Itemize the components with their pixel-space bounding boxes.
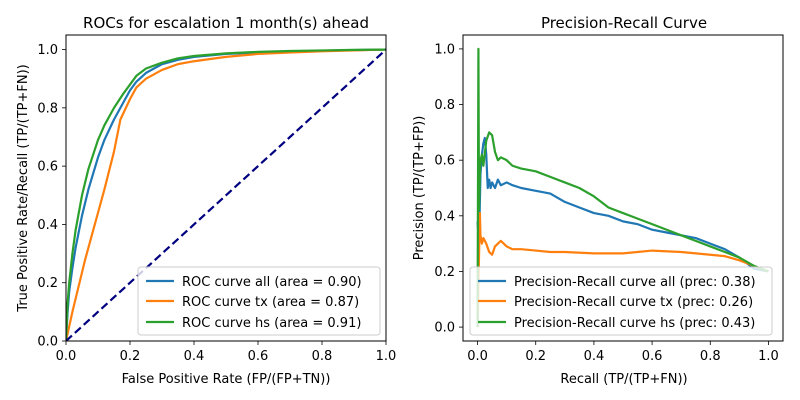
roc-x-tick-label: 0.2	[120, 349, 141, 364]
pr-legend-label-tx: Precision-Recall curve tx (prec: 0.26)	[514, 295, 753, 310]
roc-x-tick-label: 0.4	[184, 349, 205, 364]
pr-y-tick-label: 0.6	[434, 154, 455, 169]
pr-x-tick-label: 0.6	[642, 349, 663, 364]
roc-legend-box	[137, 266, 381, 336]
roc-series-line-2	[66, 48, 386, 341]
roc-y-tick-label: 0.6	[37, 160, 58, 175]
pr-axes-frame	[462, 34, 784, 342]
pr-y-tick-label: 0.8	[434, 98, 455, 113]
pr-legend-box	[469, 266, 773, 336]
pr-x-tick-label: 0.8	[700, 349, 721, 364]
roc-x-tick-label: 0.8	[312, 349, 333, 364]
roc-y-axis-label: True Positive Rate/Recall (TP/(TP+FN))	[16, 64, 31, 312]
roc-axes-frame	[65, 34, 387, 342]
roc-legend-label-hs: ROC curve hs (area = 0.91)	[182, 316, 361, 331]
pr-series-line-1	[476, 211, 769, 328]
pr-y-tick-label: 0.0	[434, 321, 455, 336]
roc-y-tick-label: 0.2	[37, 276, 58, 291]
pr-x-tick-label: 0.0	[467, 349, 488, 364]
roc-x-tick-label: 0.0	[56, 349, 77, 364]
roc-series-line-diagonal	[66, 48, 386, 341]
roc-series-line-1	[66, 48, 386, 341]
roc-x-axis-label: False Positive Rate (FP/(FP+TN))	[122, 372, 331, 387]
pr-legend: Precision-Recall curve all (prec: 0.38) …	[469, 266, 773, 336]
pr-y-tick-label: 0.4	[434, 209, 455, 224]
pr-y-ticks: 0.0 0.2 0.4 0.6 0.8 1.0	[434, 42, 463, 336]
roc-y-tick-label: 0.4	[37, 218, 58, 233]
roc-x-tick-label: 1.0	[376, 349, 397, 364]
roc-panel: ROCs for escalation 1 month(s) ahead Fal…	[16, 14, 396, 387]
roc-series-group	[66, 48, 386, 341]
pr-series-group	[476, 47, 769, 328]
roc-y-tick-label: 0.0	[37, 335, 58, 350]
roc-legend-label-all: ROC curve all (area = 0.90)	[182, 275, 362, 290]
roc-title: ROCs for escalation 1 month(s) ahead	[83, 14, 369, 32]
pr-x-ticks: 0.0 0.2 0.4 0.6 0.8 1.0	[467, 341, 779, 364]
roc-y-tick-label: 1.0	[37, 43, 58, 58]
pr-y-tick-label: 0.2	[434, 265, 455, 280]
pr-title: Precision-Recall Curve	[541, 14, 707, 32]
pr-x-axis-label: Recall (TP/(TP+FN))	[560, 372, 687, 387]
roc-x-ticks: 0.0 0.2 0.4 0.6 0.8 1.0	[56, 341, 397, 364]
roc-y-ticks: 0.0 0.2 0.4 0.6 0.8 1.0	[37, 43, 66, 350]
pr-legend-label-all: Precision-Recall curve all (prec: 0.38)	[514, 275, 756, 290]
pr-series-line-2	[476, 47, 769, 328]
pr-y-axis-label: Precision (TP/(TP+FP))	[412, 116, 427, 261]
pr-x-tick-label: 0.2	[525, 349, 546, 364]
roc-y-tick-label: 0.8	[37, 101, 58, 116]
pr-legend-label-hs: Precision-Recall curve hs (prec: 0.43)	[514, 316, 755, 331]
pr-panel: Precision-Recall Curve Recall (TP/(TP+FN…	[412, 14, 784, 387]
pr-x-tick-label: 1.0	[758, 349, 779, 364]
roc-legend-label-tx: ROC curve tx (area = 0.87)	[182, 295, 359, 310]
pr-x-tick-label: 0.4	[584, 349, 605, 364]
pr-y-tick-label: 1.0	[434, 42, 455, 57]
roc-legend: ROC curve all (area = 0.90) ROC curve tx…	[137, 266, 381, 336]
roc-x-tick-label: 0.6	[248, 349, 269, 364]
